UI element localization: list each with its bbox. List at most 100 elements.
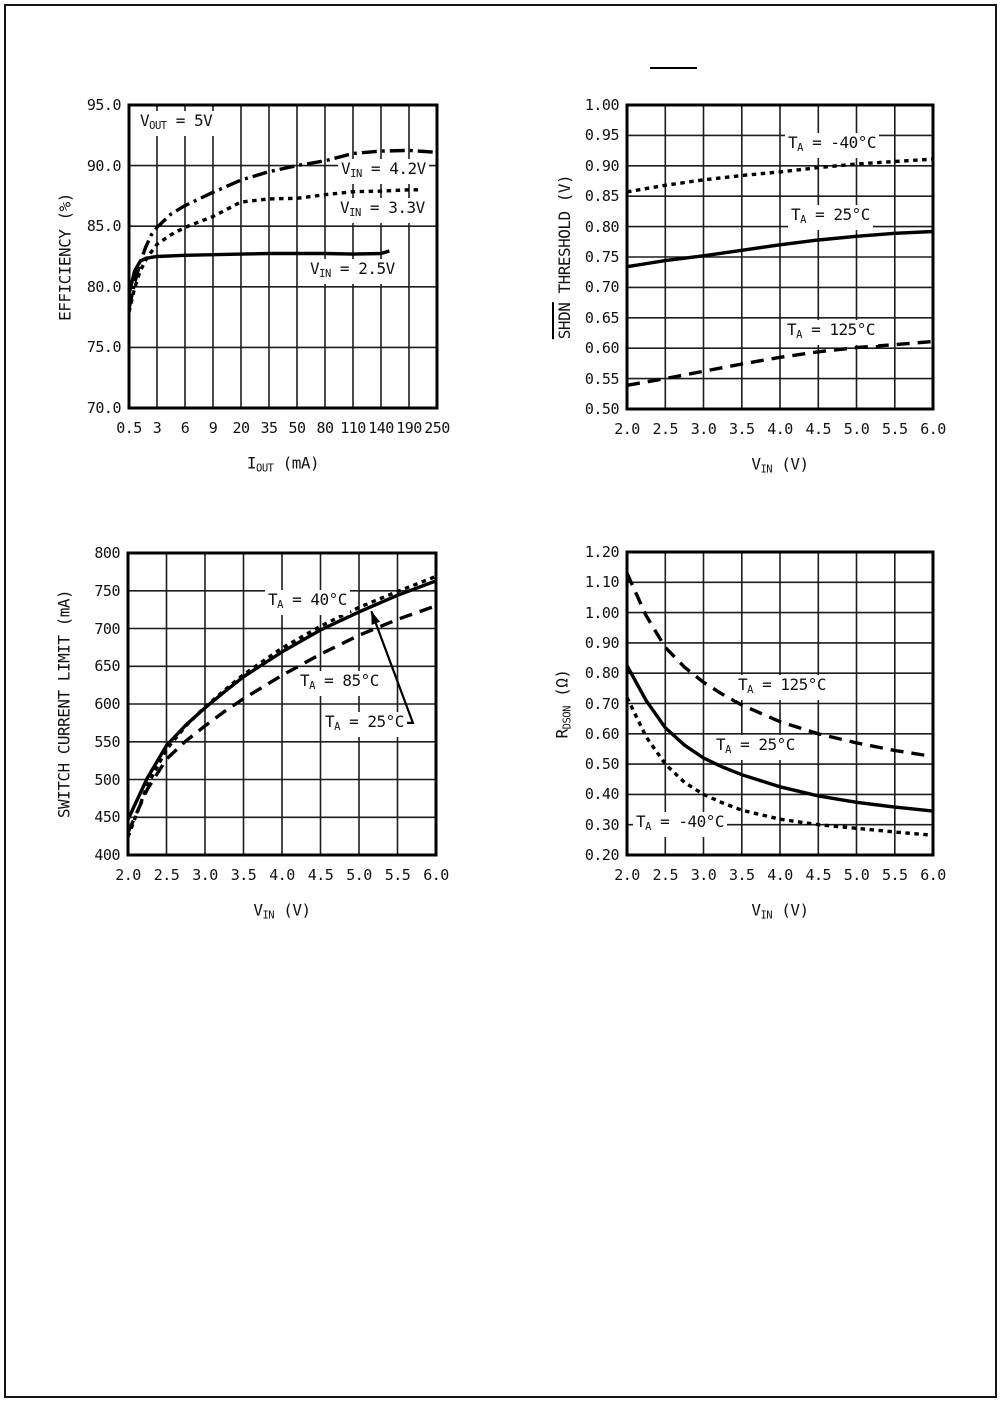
subscript: OUT <box>256 462 274 475</box>
subscript: A <box>747 684 753 696</box>
plot-border <box>625 550 935 857</box>
x-axis-title: VIN (V) <box>751 900 809 922</box>
curve-label-vin-2p5v: VIN = 2.5V <box>307 259 398 284</box>
subscript: IN <box>760 463 773 476</box>
y-tick-label: 700 <box>94 619 120 638</box>
curve-ta-125c <box>626 339 934 387</box>
x-tick-label: 3.0 <box>192 866 218 884</box>
x-tick-label: 50 <box>288 419 306 437</box>
subscript: A <box>797 142 803 154</box>
curve-ta-minus40c <box>625 696 934 837</box>
subscript: IN <box>319 268 331 280</box>
x-tick-label: 3 <box>152 419 162 437</box>
x-tick-label: 5.5 <box>384 866 411 884</box>
plot-border <box>127 103 439 410</box>
x-tick-label: 4.0 <box>767 866 793 884</box>
x-tick-label: 80 <box>316 419 334 437</box>
y-tick-label: 650 <box>94 657 120 676</box>
subscript: IN <box>760 909 773 922</box>
x-tick-label: 6.0 <box>423 866 449 884</box>
plot-border <box>625 103 935 411</box>
curve-ta-85c <box>126 604 437 834</box>
y-tick-label: 0.90 <box>584 156 620 175</box>
curve-label-ta-40c: TA = 40°C <box>265 590 350 615</box>
x-tick-label: 6 <box>180 419 190 437</box>
y-tick-label: 0.55 <box>584 369 620 388</box>
x-tick-label: 5.0 <box>843 866 870 884</box>
curve-label-ta-25c: TA = 25°C <box>322 712 407 737</box>
x-tick-label: 3.5 <box>728 866 755 884</box>
y-tick-label: 500 <box>94 770 120 789</box>
curve-label-ta-125c: TA = 125°C <box>784 320 879 345</box>
curve-label-ta-85c: TA = 85°C <box>297 671 382 696</box>
y-tick-label: 0.75 <box>584 248 620 266</box>
x-tick-label: 3.5 <box>230 866 257 884</box>
efficiency-plot <box>127 103 439 410</box>
curve-ta-125c <box>625 572 934 759</box>
curve-label-ta-minus40c: TA = -40°C <box>633 812 728 837</box>
y-tick-label: 0.95 <box>584 126 620 145</box>
y-tick-label: 95.0 <box>86 96 122 114</box>
x-tick-label: 2.0 <box>614 420 640 438</box>
rdson-plot <box>625 550 935 857</box>
curve-ta-25c <box>126 579 437 821</box>
curve-vin-2p5v <box>127 249 390 295</box>
x-tick-label: 2.5 <box>153 866 180 884</box>
x-tick-label: 20 <box>232 419 250 437</box>
y-tick-label: 0.50 <box>584 400 620 418</box>
y-tick-label: 70.0 <box>86 399 122 417</box>
x-tick-label: 4.5 <box>805 866 832 884</box>
y-tick-label: 550 <box>94 732 120 751</box>
curve-vin-4p2v <box>127 148 438 309</box>
page-border <box>4 4 997 1398</box>
y-tick-label: 0.70 <box>584 278 620 297</box>
x-tick-label: 5.5 <box>881 420 908 438</box>
y-tick-label: 1.10 <box>584 573 620 592</box>
subscript: OUT <box>149 120 167 132</box>
y-tick-label: 0.80 <box>584 664 620 683</box>
subscript: A <box>277 599 283 611</box>
y-tick-label: 1.00 <box>584 96 620 114</box>
y-tick-label: 0.30 <box>584 815 620 834</box>
x-tick-label: 4.0 <box>767 420 793 438</box>
x-tick-label: 3.5 <box>728 420 755 438</box>
x-tick-label: 9 <box>208 419 218 437</box>
x-tick-label: 0.5 <box>116 419 142 437</box>
x-tick-label: 3.0 <box>690 866 717 884</box>
shdn-threshold-plot <box>625 103 935 411</box>
curve-ta-25c <box>625 664 934 813</box>
y-tick-label: 80.0 <box>86 277 122 296</box>
x-tick-label: 6.0 <box>920 866 946 884</box>
y-tick-label: 600 <box>94 695 120 713</box>
y-tick-label: 1.20 <box>584 543 620 561</box>
y-tick-label: 800 <box>94 544 120 562</box>
curve-vin-3p3v <box>127 188 421 313</box>
subscript: A <box>800 214 806 226</box>
y-tick-label: 75.0 <box>86 338 122 357</box>
subscript: A <box>725 744 731 756</box>
y-tick-label: 0.60 <box>584 339 620 358</box>
x-tick-label: 2.5 <box>652 420 679 438</box>
x-tick-label: 3.0 <box>690 420 717 438</box>
y-tick-label: 0.60 <box>584 724 620 743</box>
x-tick-label: 2.0 <box>614 866 640 884</box>
x-tick-label: 4.5 <box>307 866 334 884</box>
y-tick-label: 0.90 <box>584 633 620 652</box>
subscript: IN <box>349 207 361 219</box>
y-tick-label: 0.65 <box>584 308 620 327</box>
y-tick-label: 750 <box>94 581 120 600</box>
curve-label-ta-125c: TA = 125°C <box>735 675 830 700</box>
y-tick-label: 400 <box>94 846 120 864</box>
annotation-label: VOUT = 5V <box>137 111 216 136</box>
subscript: A <box>334 721 340 733</box>
x-axis-title: IOUT (mA) <box>246 453 320 475</box>
y-axis-title: RDSON (Ω) <box>552 669 574 738</box>
arrowhead-ta-25c <box>371 611 381 625</box>
gridlines <box>626 551 934 856</box>
y-tick-label: 0.50 <box>584 755 620 774</box>
x-tick-label: 2.5 <box>652 866 679 884</box>
shdn-overline-mark <box>650 67 697 69</box>
